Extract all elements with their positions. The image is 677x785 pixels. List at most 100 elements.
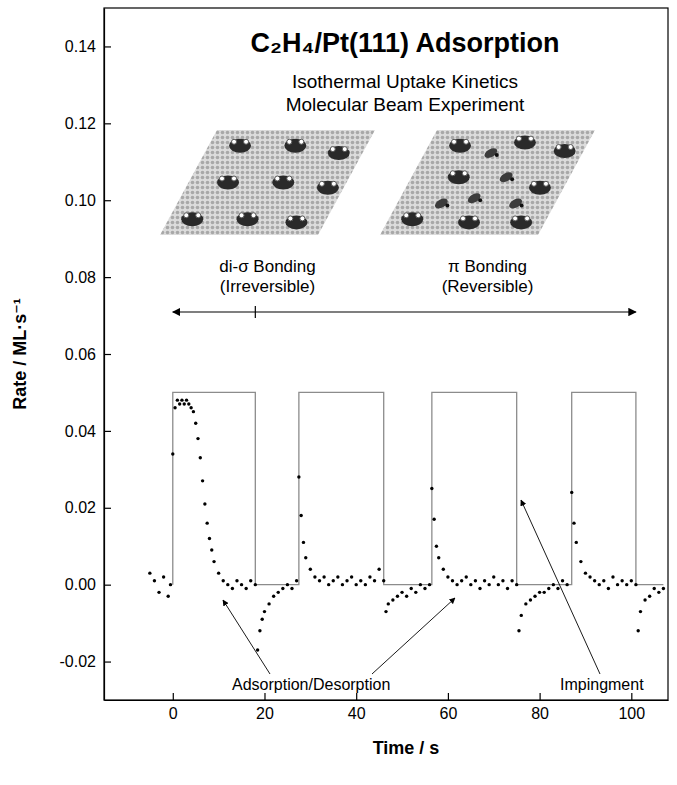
data-point xyxy=(460,579,463,582)
molecule-atom xyxy=(330,147,335,152)
data-point xyxy=(570,491,573,494)
data-point xyxy=(387,602,390,605)
molecule-atom xyxy=(404,213,409,218)
x-axis-tick: 40 xyxy=(348,693,366,722)
molecule-atom xyxy=(275,176,280,181)
data-point xyxy=(510,579,513,582)
molecule-atom xyxy=(452,139,457,144)
data-point xyxy=(201,479,204,482)
data-point xyxy=(561,579,564,582)
molecule-atom xyxy=(184,213,189,218)
data-point xyxy=(327,583,330,586)
data-point xyxy=(648,595,651,598)
data-point xyxy=(515,583,518,586)
data-point xyxy=(254,583,257,586)
molecule-atom xyxy=(342,147,347,152)
data-point xyxy=(173,406,176,409)
plot-frame xyxy=(104,8,668,700)
chart-subtitle: Molecular Beam Experiment xyxy=(286,94,525,115)
surface-illustration xyxy=(380,130,595,235)
chart-subtitle: Isothermal Uptake Kinetics xyxy=(292,71,518,92)
data-point xyxy=(384,610,387,613)
data-point xyxy=(258,629,261,632)
data-point xyxy=(501,579,504,582)
data-point xyxy=(166,595,169,598)
data-point xyxy=(277,591,280,594)
data-point xyxy=(183,402,186,405)
data-point xyxy=(410,587,413,590)
data-point xyxy=(593,579,596,582)
molecule xyxy=(510,215,532,229)
y-axis-tick: 0.04 xyxy=(65,423,111,440)
molecule-atom xyxy=(513,216,518,221)
y-axis-tick-mark xyxy=(104,123,111,124)
x-axis: 020406080100 xyxy=(105,693,669,722)
data-point xyxy=(178,402,181,405)
chart-container: -0.020.000.020.040.060.080.100.120.14020… xyxy=(0,0,677,785)
x-axis-tick: 20 xyxy=(256,693,274,722)
data-point xyxy=(529,598,532,601)
molecule-atom xyxy=(531,181,536,186)
data-point xyxy=(176,398,179,401)
data-point xyxy=(281,587,284,590)
y-axis-tick-label: -0.02 xyxy=(60,653,97,670)
y-axis-tick-label: 0.12 xyxy=(65,115,96,132)
data-point xyxy=(391,598,394,601)
y-axis-tick-label: 0.14 xyxy=(65,38,96,55)
x-axis-tick-label: 100 xyxy=(618,705,645,722)
y-axis-tick-mark xyxy=(104,661,111,662)
molecule-atom xyxy=(244,139,249,144)
surface xyxy=(160,130,375,235)
data-point xyxy=(169,583,172,586)
molecule-atom xyxy=(232,139,237,144)
y-axis-tick-label: 0.08 xyxy=(65,269,96,286)
molecule-atom xyxy=(516,136,521,141)
label-arrow xyxy=(372,598,455,674)
data-point xyxy=(208,537,211,540)
data-point xyxy=(244,587,247,590)
chart-svg: -0.020.000.020.040.060.080.100.120.14020… xyxy=(0,0,677,785)
data-point xyxy=(520,614,523,617)
molecule xyxy=(554,144,576,158)
data-point xyxy=(636,629,639,632)
data-point xyxy=(423,587,426,590)
chart-title: C₂H₄/Pt(111) Adsorption xyxy=(251,28,560,58)
data-point xyxy=(634,583,637,586)
data-point xyxy=(487,583,490,586)
data-point xyxy=(377,568,380,571)
data-point xyxy=(345,579,348,582)
bonding-label: π Bonding xyxy=(448,257,527,276)
surface xyxy=(380,130,595,235)
molecule xyxy=(237,212,259,226)
y-axis-tick-label: 0.00 xyxy=(65,576,96,593)
y-axis-tick-mark xyxy=(104,431,111,432)
data-point xyxy=(451,579,454,582)
data-point xyxy=(465,575,468,578)
data-point xyxy=(368,575,371,578)
y-axis-title: Rate / ML·s⁻¹ xyxy=(10,298,30,410)
data-point xyxy=(602,579,605,582)
bonding-label: di-σ Bonding xyxy=(219,257,316,276)
data-point xyxy=(373,579,376,582)
data-point xyxy=(309,568,312,571)
data-point xyxy=(336,575,339,578)
x-axis-tick-mark xyxy=(173,693,174,700)
x-axis-tick-mark xyxy=(264,693,265,700)
data-point xyxy=(533,595,536,598)
data-point xyxy=(318,579,321,582)
data-point xyxy=(435,545,438,548)
molecule-atom xyxy=(287,139,292,144)
data-point xyxy=(552,583,555,586)
molecule xyxy=(529,181,551,195)
data-point xyxy=(256,648,259,651)
x-axis-line xyxy=(105,700,669,701)
data-point xyxy=(607,587,610,590)
data-point xyxy=(222,579,225,582)
x-axis-tick-label: 60 xyxy=(440,705,458,722)
molecule-atom xyxy=(300,216,305,221)
molecule-atom xyxy=(556,145,561,150)
y-axis-tick-label: 0.04 xyxy=(65,423,96,440)
molecule-atom xyxy=(196,213,201,218)
data-point xyxy=(588,575,591,578)
data-point xyxy=(226,583,229,586)
